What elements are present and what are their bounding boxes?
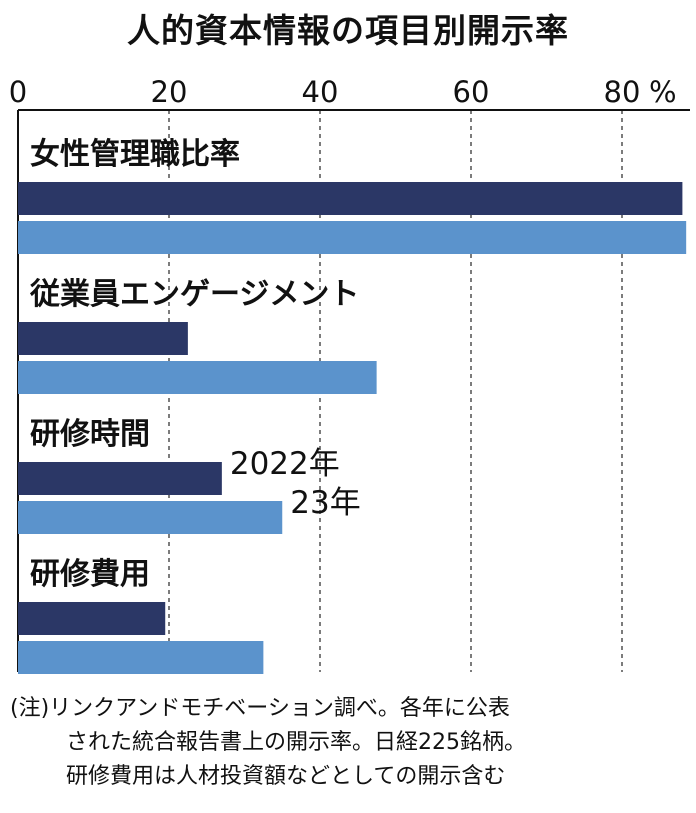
bar	[18, 322, 188, 355]
x-tick-label: 80	[604, 75, 641, 109]
bar	[18, 462, 222, 495]
category-label: 研修費用	[30, 557, 150, 592]
category-label: 女性管理職比率	[30, 137, 240, 172]
bar	[18, 602, 166, 635]
note-line: された統合報告書上の開示率。日経225銘柄。	[66, 730, 526, 755]
category-label: 従業員エンゲージメント	[29, 277, 359, 312]
bar	[18, 221, 687, 254]
x-tick-label: 0	[9, 75, 27, 109]
bar	[18, 361, 377, 394]
x-unit-label: %	[649, 75, 677, 109]
bar	[18, 641, 264, 674]
note-line: (注)リンクアンドモチベーション調べ。各年に公表	[10, 696, 510, 721]
series-label: 2022年	[230, 446, 340, 482]
note-line: 研修費用は人材投資額などとしての開示含む	[66, 764, 506, 789]
x-tick-label: 60	[453, 75, 490, 109]
category-label: 研修時間	[30, 417, 150, 452]
x-tick-label: 40	[302, 75, 339, 109]
series-label: 23年	[290, 485, 360, 521]
chart-title: 人的資本情報の項目別開示率	[127, 11, 569, 50]
chart-note: (注)リンクアンドモチベーション調べ。各年に公表 された統合報告書上の開示率。日…	[10, 692, 690, 794]
x-tick-label: 20	[151, 75, 188, 109]
bar	[18, 501, 283, 534]
bar	[18, 182, 683, 215]
